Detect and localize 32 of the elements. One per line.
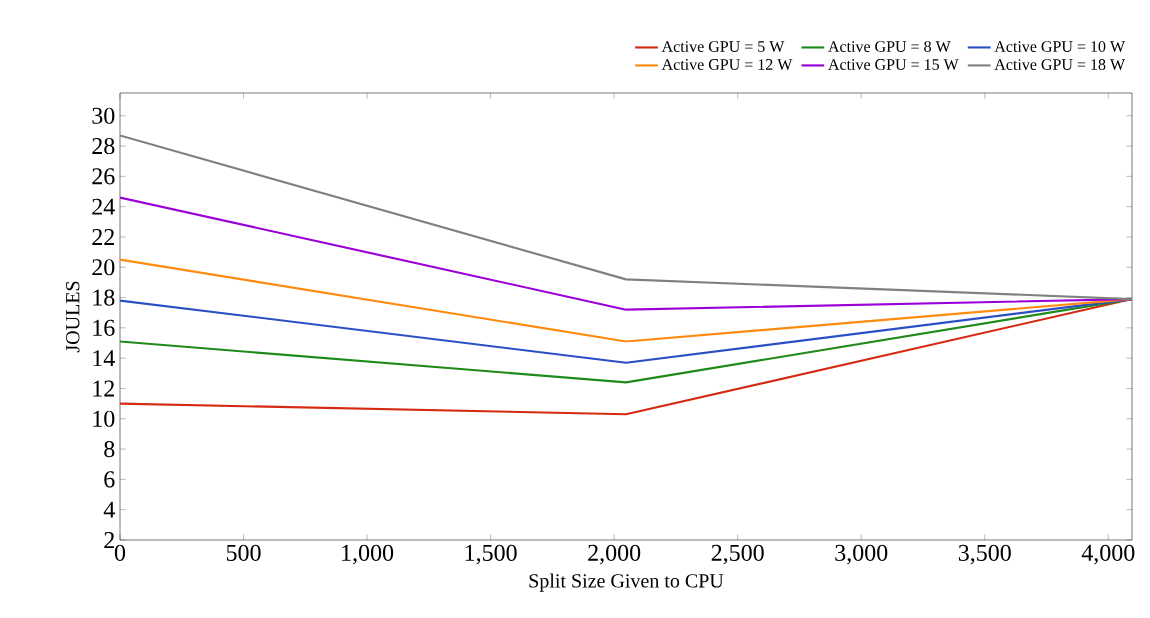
legend-label: Active GPU = 10 W	[994, 41, 1126, 53]
y-tick-label: 26	[92, 168, 115, 185]
legend-label: Active GPU = 12 W	[661, 59, 793, 70]
y-tick-label: 24	[92, 198, 115, 215]
y-tick-label: 22	[92, 229, 114, 245]
y-tick-label: 6	[104, 471, 115, 488]
y-tick-label: 20	[92, 259, 115, 276]
x-tick-label: 1,000	[342, 544, 394, 565]
x-axis-title: Split Size Given to CPU	[529, 573, 724, 592]
x-tick-label: 4,000	[1081, 544, 1135, 565]
y-tick-label: 30	[92, 107, 115, 124]
x-tick-label: 2,000	[588, 544, 641, 565]
y-tick-label: 12	[93, 380, 114, 397]
legend-label: Active GPU = 18 W	[994, 59, 1126, 70]
y-tick-label: 4	[103, 501, 115, 518]
x-tick-label: 2,500	[711, 544, 764, 565]
legend-label: Active GPU = 8 W	[828, 41, 951, 53]
legend-label: Active GPU = 15 W	[828, 59, 959, 70]
legend-label: Active GPU = 5 W	[661, 41, 785, 52]
x-tick-label: 3,000	[835, 544, 888, 565]
x-tick-label: 500	[226, 544, 261, 561]
y-axis-title: JOULES	[66, 281, 80, 353]
x-tick-label: 3,500	[958, 544, 1011, 565]
x-tick-label: 1,500	[465, 544, 517, 565]
y-tick-label: 16	[93, 319, 115, 336]
y-tick-label: 28	[92, 137, 115, 155]
y-tick-label: 10	[93, 410, 115, 427]
x-tick-label: 0	[114, 544, 126, 561]
y-tick-label: 2	[104, 532, 114, 548]
y-tick-label: 8	[104, 440, 115, 458]
y-tick-label: 18	[93, 289, 115, 306]
y-tick-label: 14	[93, 350, 115, 367]
